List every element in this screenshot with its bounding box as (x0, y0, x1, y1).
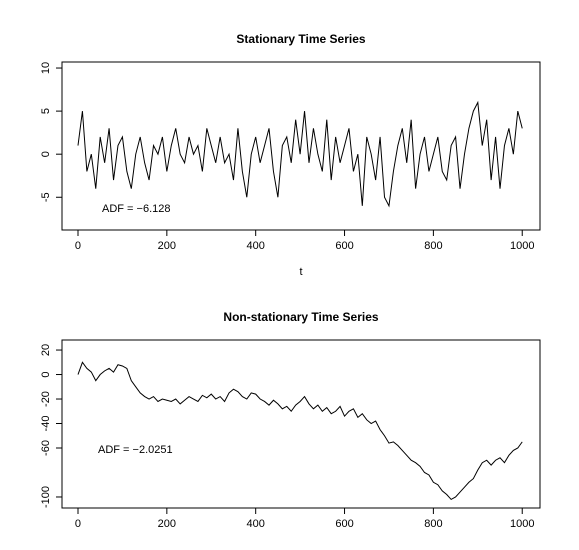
annotation: ADF = −6.128 (102, 203, 171, 215)
series-line (77, 361, 523, 501)
y-tick-label: -60 (40, 440, 52, 456)
chart-title: Non-stationary Time Series (223, 310, 378, 324)
x-tick-label: 200 (158, 240, 176, 252)
plot-frame (61, 61, 541, 231)
x-tick-label: 400 (247, 518, 265, 530)
series-line (77, 100, 523, 208)
x-tick-label: 1000 (510, 518, 534, 530)
y-tick-label: -5 (40, 192, 52, 202)
y-tick-label: 0 (40, 371, 52, 377)
y-tick-label: -20 (40, 391, 52, 407)
x-tick-label: 800 (424, 240, 442, 252)
y-tick-label: 20 (40, 344, 52, 356)
x-tick-label: 800 (424, 518, 442, 530)
x-tick-label: 200 (158, 518, 176, 530)
x-tick-label: 0 (75, 518, 81, 530)
y-tick-label: -100 (40, 486, 52, 508)
y-tick-label: 5 (40, 108, 52, 114)
x-axis-label: t (299, 266, 302, 278)
x-tick-label: 1000 (510, 240, 534, 252)
x-tick-label: 400 (247, 240, 265, 252)
chart-title: Stationary Time Series (236, 32, 365, 46)
y-tick-label: 0 (40, 151, 52, 157)
x-tick-label: 600 (335, 518, 353, 530)
x-tick-label: 600 (335, 240, 353, 252)
y-tick-label: 10 (40, 62, 52, 74)
annotation: ADF = −2.0251 (98, 444, 173, 456)
y-tick-label: -40 (40, 416, 52, 432)
x-tick-label: 0 (75, 240, 81, 252)
